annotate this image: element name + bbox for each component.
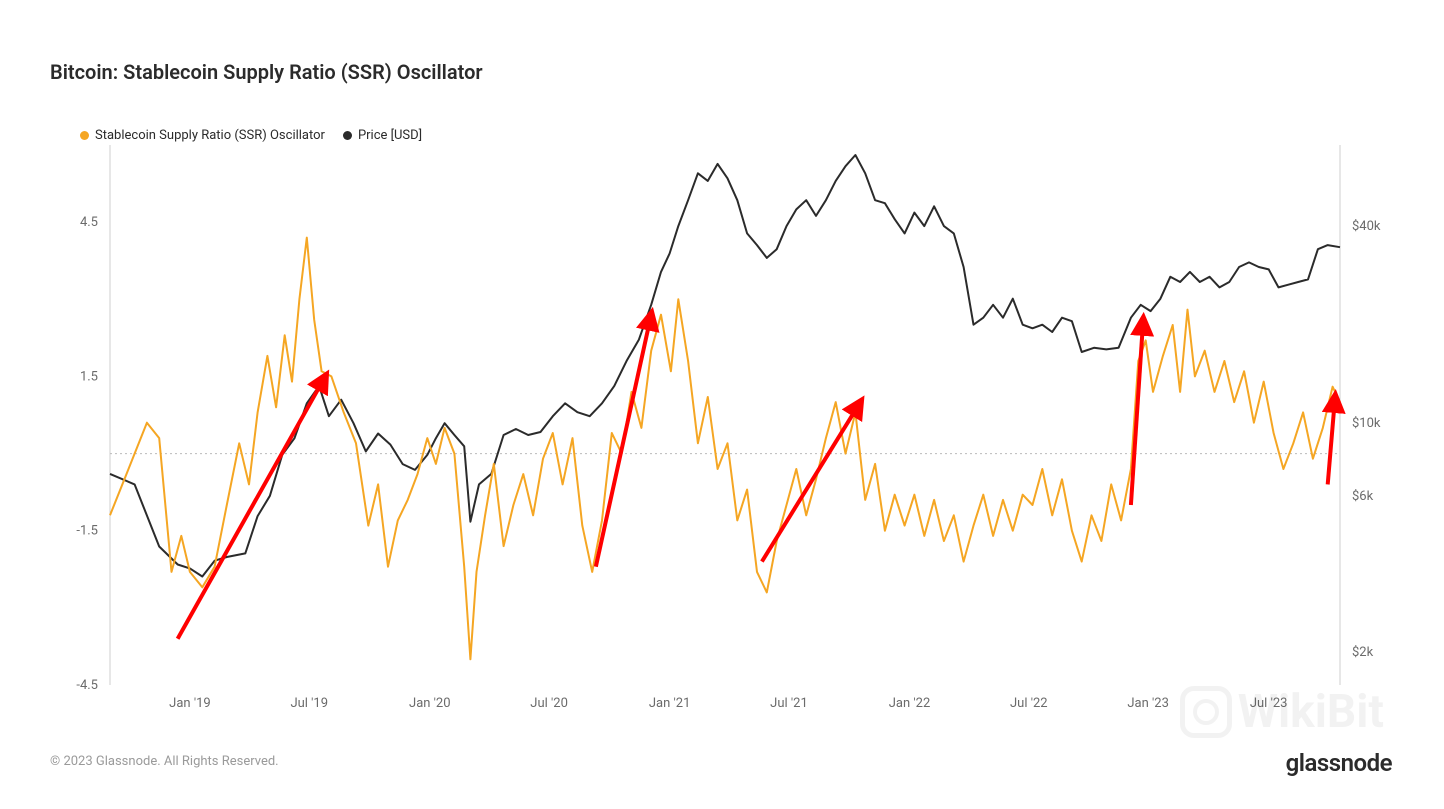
svg-text:1.5: 1.5	[80, 369, 98, 384]
legend-swatch-ssr	[80, 131, 89, 140]
svg-text:Jan '22: Jan '22	[889, 696, 931, 711]
chart-area: -4.5 -1.5 1.5 4.5 $2k $6k $10k $40k Jan '19 Jul '…	[50, 145, 1394, 715]
svg-text:Jan '20: Jan '20	[409, 696, 451, 711]
legend-label-price: Price [USD]	[358, 128, 422, 143]
svg-text:Jul '21: Jul '21	[770, 696, 808, 711]
svg-text:$2k: $2k	[1352, 645, 1374, 660]
chart-svg: -4.5 -1.5 1.5 4.5 $2k $6k $10k $40k Jan '19 Jul '…	[50, 145, 1394, 715]
watermark-text: WikiBit	[1238, 685, 1384, 739]
svg-text:$6k: $6k	[1352, 489, 1374, 504]
svg-text:Jan '21: Jan '21	[649, 696, 691, 711]
svg-text:Jan '23: Jan '23	[1127, 696, 1169, 711]
svg-text:Jul '20: Jul '20	[530, 696, 568, 711]
svg-text:-1.5: -1.5	[76, 524, 98, 539]
legend: Stablecoin Supply Ratio (SSR) Oscillator…	[80, 128, 422, 143]
legend-swatch-price	[343, 131, 352, 140]
legend-item-ssr: Stablecoin Supply Ratio (SSR) Oscillator	[80, 128, 325, 143]
svg-text:4.5: 4.5	[80, 215, 98, 230]
svg-text:Jan '19: Jan '19	[169, 696, 211, 711]
footer-brand: glassnode	[1286, 749, 1392, 777]
svg-text:Jul '22: Jul '22	[1010, 696, 1048, 711]
svg-text:$40k: $40k	[1352, 219, 1381, 234]
footer-copyright: © 2023 Glassnode. All Rights Reserved.	[50, 754, 279, 769]
svg-text:$10k: $10k	[1352, 416, 1381, 431]
watermark-icon	[1180, 686, 1232, 738]
chart-title: Bitcoin: Stablecoin Supply Ratio (SSR) O…	[50, 60, 483, 84]
legend-item-price: Price [USD]	[343, 128, 422, 143]
legend-label-ssr: Stablecoin Supply Ratio (SSR) Oscillator	[95, 128, 325, 143]
svg-text:-4.5: -4.5	[76, 678, 98, 693]
watermark: WikiBit	[1180, 685, 1384, 739]
svg-text:Jul '19: Jul '19	[290, 696, 328, 711]
